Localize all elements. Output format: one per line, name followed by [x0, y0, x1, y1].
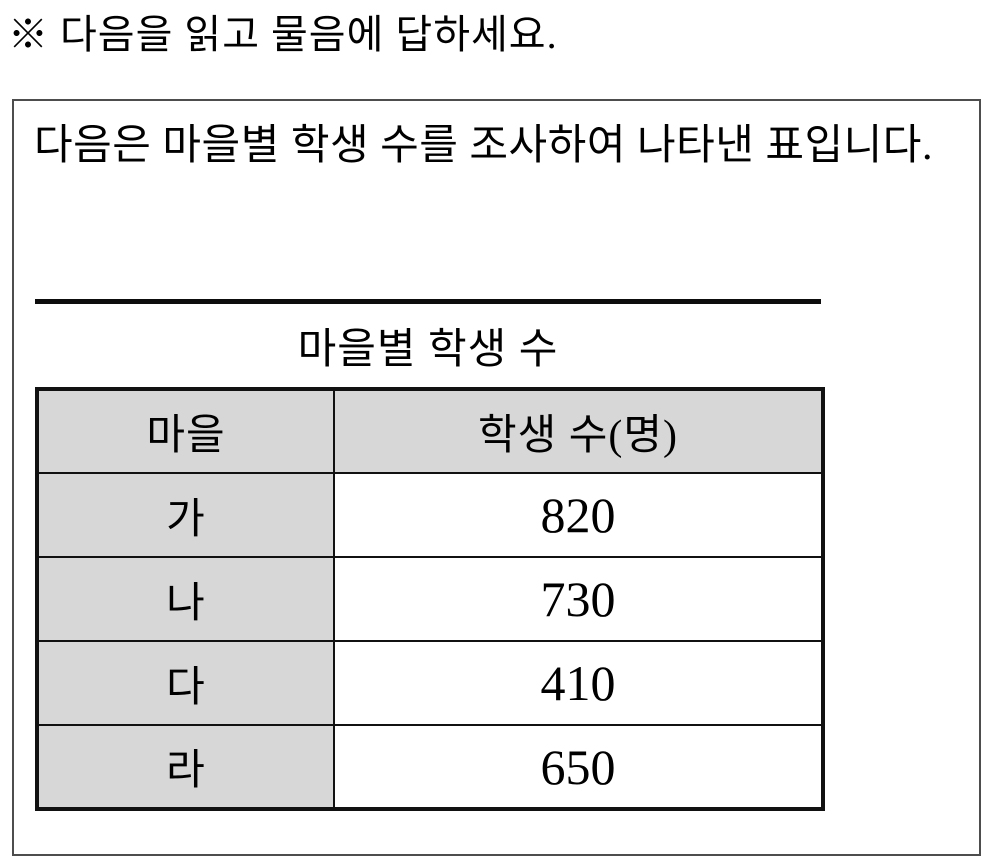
intro-text: 다음은 마을별 학생 수를 조사하여 나타낸 표입니다.: [34, 123, 933, 169]
village-cell: 가: [36, 472, 335, 558]
count-cell: 650: [333, 724, 824, 810]
students-table: 마을 학생 수(명) 가 820 나 730 다 410 라 650: [35, 387, 825, 811]
column-header-count: 학생 수(명): [333, 388, 824, 474]
village-cell: 다: [36, 640, 335, 726]
table-title: 마을별 학생 수: [297, 327, 559, 373]
table-row: 나 730: [36, 556, 824, 642]
village-cell: 라: [36, 724, 335, 810]
count-cell: 820: [333, 472, 824, 558]
content-box: 다음은 마을별 학생 수를 조사하여 나타낸 표입니다. 마을별 학생 수 마을…: [12, 99, 981, 856]
count-cell: 730: [333, 556, 824, 642]
table-row: 라 650: [36, 724, 824, 810]
count-cell: 410: [333, 640, 824, 726]
column-header-village: 마을: [36, 388, 335, 474]
page-instruction: ※ 다음을 읽고 물음에 답하세요.: [8, 12, 558, 57]
table-row: 다 410: [36, 640, 824, 726]
table-row: 가 820: [36, 472, 824, 558]
village-cell: 나: [36, 556, 335, 642]
table-header-row: 마을 학생 수(명): [36, 388, 824, 474]
divider-rule: [35, 299, 821, 304]
